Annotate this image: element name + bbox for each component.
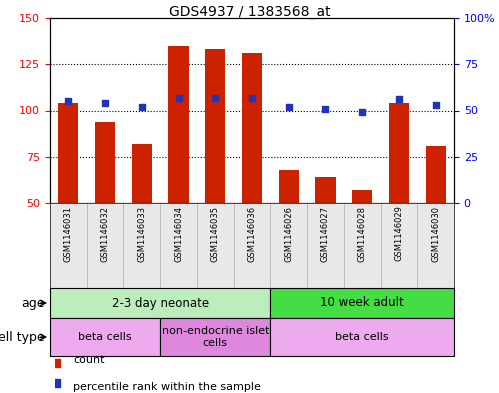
Text: non-endocrine islet
cells: non-endocrine islet cells [162,326,269,348]
Bar [270,288,454,318]
Point [211,94,219,101]
Text: 2-3 day neonate: 2-3 day neonate [112,296,209,310]
Text: GSM1146036: GSM1146036 [248,206,256,262]
Text: age: age [21,296,45,310]
Point [395,96,403,103]
Point [175,94,183,101]
Point [321,105,329,112]
Point [432,102,440,108]
Text: GSM1146035: GSM1146035 [211,206,220,262]
Bar [169,46,189,203]
Text: GSM1146028: GSM1146028 [358,206,367,262]
Text: count: count [73,355,104,365]
Text: GSM1146029: GSM1146029 [394,206,403,261]
Point [358,109,366,116]
Bar [278,170,299,203]
Bar [389,103,409,203]
Point [138,104,146,110]
Bar [58,103,78,203]
Bar [352,190,372,203]
Bar [50,318,160,356]
Bar [315,177,335,203]
Point [285,104,293,110]
Point [248,94,256,101]
Text: GSM1146034: GSM1146034 [174,206,183,262]
Bar [132,144,152,203]
Bar [50,288,270,318]
Bar [242,53,262,203]
Text: GSM1146027: GSM1146027 [321,206,330,262]
Bar [426,146,446,203]
Bar [160,318,270,356]
Point [64,98,72,105]
Text: GSM1146032: GSM1146032 [101,206,110,262]
Text: beta cells: beta cells [335,332,389,342]
Point [101,100,109,106]
Text: GSM1146033: GSM1146033 [137,206,146,262]
Text: GSM1146031: GSM1146031 [64,206,73,262]
Bar [205,50,226,203]
Text: beta cells: beta cells [78,332,132,342]
Text: GSM1146030: GSM1146030 [431,206,440,262]
Text: GSM1146026: GSM1146026 [284,206,293,262]
Text: 10 week adult: 10 week adult [320,296,404,310]
Text: cell type: cell type [0,331,45,343]
Text: percentile rank within the sample: percentile rank within the sample [73,382,261,392]
Bar [270,318,454,356]
Text: GDS4937 / 1383568_at: GDS4937 / 1383568_at [169,5,330,19]
Bar [95,121,115,203]
